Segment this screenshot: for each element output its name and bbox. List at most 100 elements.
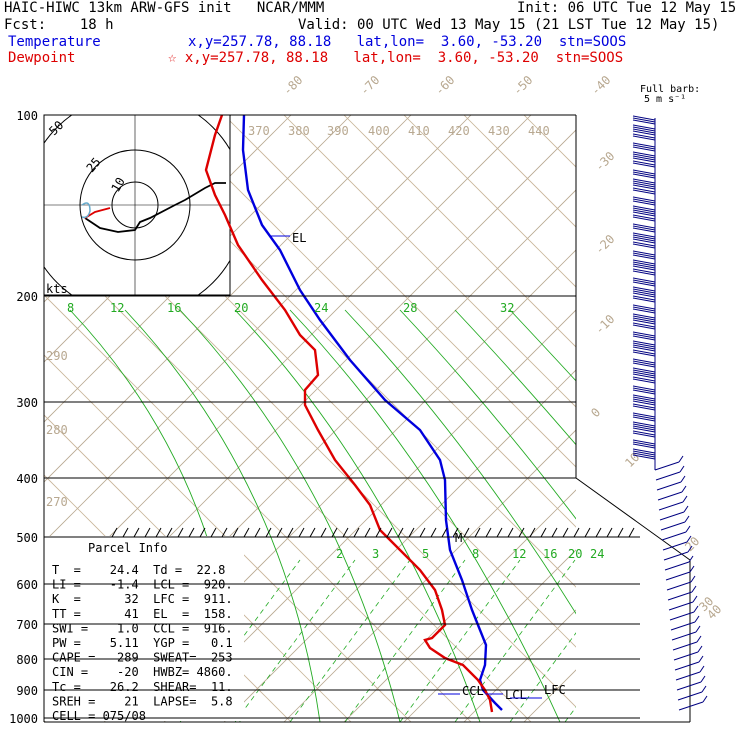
wind-barb bbox=[632, 169, 656, 175]
mixing-ratio-line bbox=[509, 632, 576, 722]
wind-barb bbox=[632, 254, 656, 260]
dry-adiabat-line bbox=[44, 234, 532, 722]
moist-adiabat-line bbox=[234, 309, 481, 722]
wind-barb bbox=[632, 441, 656, 447]
wind-barb-lower bbox=[657, 491, 683, 501]
mixing-ratio-label-lower: 16 bbox=[543, 547, 557, 561]
wind-barb bbox=[632, 306, 656, 312]
wind-barb bbox=[632, 184, 656, 190]
hatch-tick bbox=[265, 527, 272, 538]
hatch-tick bbox=[254, 527, 261, 538]
wind-barb bbox=[632, 146, 656, 152]
wind-barb-flag bbox=[701, 685, 707, 693]
wind-barb-flag bbox=[699, 665, 705, 673]
wind-barb bbox=[632, 292, 656, 298]
hodograph: 10 25 50 kts bbox=[43, 114, 231, 296]
wind-barb bbox=[632, 238, 656, 244]
hatch-tick bbox=[518, 527, 525, 538]
wind-barb bbox=[632, 376, 656, 382]
parcel-info-row: CIN = -20 HWBZ= 4860. bbox=[52, 665, 233, 679]
mixing-ratio-line bbox=[399, 559, 521, 722]
moist-adiabat-line bbox=[509, 309, 576, 382]
wind-barb bbox=[632, 216, 656, 222]
hatch-tick bbox=[628, 527, 635, 538]
wind-barb bbox=[632, 268, 656, 274]
mixing-ratio-label-lower: 2 bbox=[336, 547, 343, 561]
wind-barb-lower bbox=[671, 631, 697, 641]
wind-barb-flag bbox=[697, 645, 703, 653]
wind-barb bbox=[632, 234, 656, 240]
wind-barb-lower bbox=[666, 581, 692, 591]
wind-barb bbox=[632, 344, 656, 350]
wind-barb-flag bbox=[678, 455, 684, 463]
wind-barb bbox=[632, 313, 656, 319]
mixing-ratio-label: 20 bbox=[234, 301, 248, 315]
hodograph-trace-upper bbox=[84, 182, 226, 233]
isotherm-label: -50 bbox=[510, 73, 535, 98]
wind-barb bbox=[632, 225, 656, 231]
theta-label-lower: 270 bbox=[46, 495, 68, 509]
mixing-ratio-label-lower: 8 bbox=[472, 547, 479, 561]
parcel-info-row: LI = -1.4 LCL = 920. bbox=[52, 578, 233, 592]
wind-barb-flag bbox=[689, 565, 695, 573]
wind-barb bbox=[632, 421, 656, 427]
wind-barb bbox=[632, 443, 656, 449]
wind-barb bbox=[632, 304, 656, 310]
parcel-info-row: K = 32 LFC = 911. bbox=[52, 592, 233, 606]
hatch-tick bbox=[540, 527, 547, 538]
pressure-label: 900 bbox=[16, 684, 38, 698]
init-time: Init: 06 UTC Tue 12 May 15 bbox=[517, 0, 737, 16]
wind-barb bbox=[632, 173, 656, 179]
wind-barb-flag bbox=[681, 485, 687, 493]
mixing-ratio-label: 24 bbox=[314, 301, 328, 315]
wind-barb bbox=[632, 133, 656, 139]
parcel-info-row: TT = 41 EL = 158. bbox=[52, 607, 233, 621]
wind-barb bbox=[632, 297, 656, 303]
hatch-tick bbox=[232, 527, 239, 538]
mixing-ratio-label: 28 bbox=[403, 301, 417, 315]
wind-barb bbox=[632, 358, 656, 364]
hatch-tick bbox=[397, 527, 404, 538]
mixing-ratio-label-lower: 5 bbox=[422, 547, 429, 561]
wind-barb bbox=[632, 162, 656, 168]
wind-barb-lower bbox=[660, 521, 686, 531]
wind-barbs bbox=[632, 115, 708, 711]
hatch-tick bbox=[551, 527, 558, 538]
wind-barb-lower bbox=[673, 651, 699, 661]
wind-barb bbox=[632, 200, 656, 206]
isotherm-label: -40 bbox=[588, 73, 613, 98]
wind-barb bbox=[632, 362, 656, 368]
hatch-tick bbox=[342, 527, 349, 538]
wind-barb-flag bbox=[680, 475, 686, 483]
isotherm-label: 20 bbox=[682, 534, 702, 554]
hatch-tick bbox=[331, 527, 338, 538]
sounding-profiles bbox=[204, 115, 503, 713]
moist-adiabat-line bbox=[179, 309, 401, 722]
mixing-ratio-label-lower: 12 bbox=[512, 547, 526, 561]
wind-barb bbox=[632, 322, 656, 328]
wind-barb bbox=[632, 205, 656, 211]
wind-barb bbox=[632, 236, 656, 242]
marker-ccl: CCL bbox=[462, 684, 484, 698]
pressure-label: 100 bbox=[16, 109, 38, 123]
hodograph-storm-motion bbox=[81, 202, 91, 219]
wind-barb bbox=[632, 227, 656, 233]
wind-barb bbox=[632, 151, 656, 157]
wind-barb-flag bbox=[695, 625, 701, 633]
wind-barb-lower bbox=[663, 551, 689, 561]
wind-barb bbox=[632, 342, 656, 348]
wind-barb bbox=[632, 117, 656, 123]
wind-barb bbox=[632, 279, 656, 285]
parcel-info-row: PW = 5.11 YGP = 0.1 bbox=[52, 636, 233, 650]
wind-barb bbox=[632, 331, 656, 337]
temperature-location: x,y=257.78, 88.18 lat,lon= 3.60, -53.20 … bbox=[188, 34, 627, 50]
hatch-tick bbox=[298, 527, 305, 538]
wind-barb bbox=[632, 263, 656, 269]
pressure-label: 400 bbox=[16, 472, 38, 486]
wind-barb bbox=[632, 290, 656, 296]
hatch-tick bbox=[408, 527, 415, 538]
wind-barb-flag bbox=[696, 635, 702, 643]
mixing-ratio-label: 8 bbox=[67, 301, 74, 315]
wind-barb bbox=[632, 403, 656, 409]
